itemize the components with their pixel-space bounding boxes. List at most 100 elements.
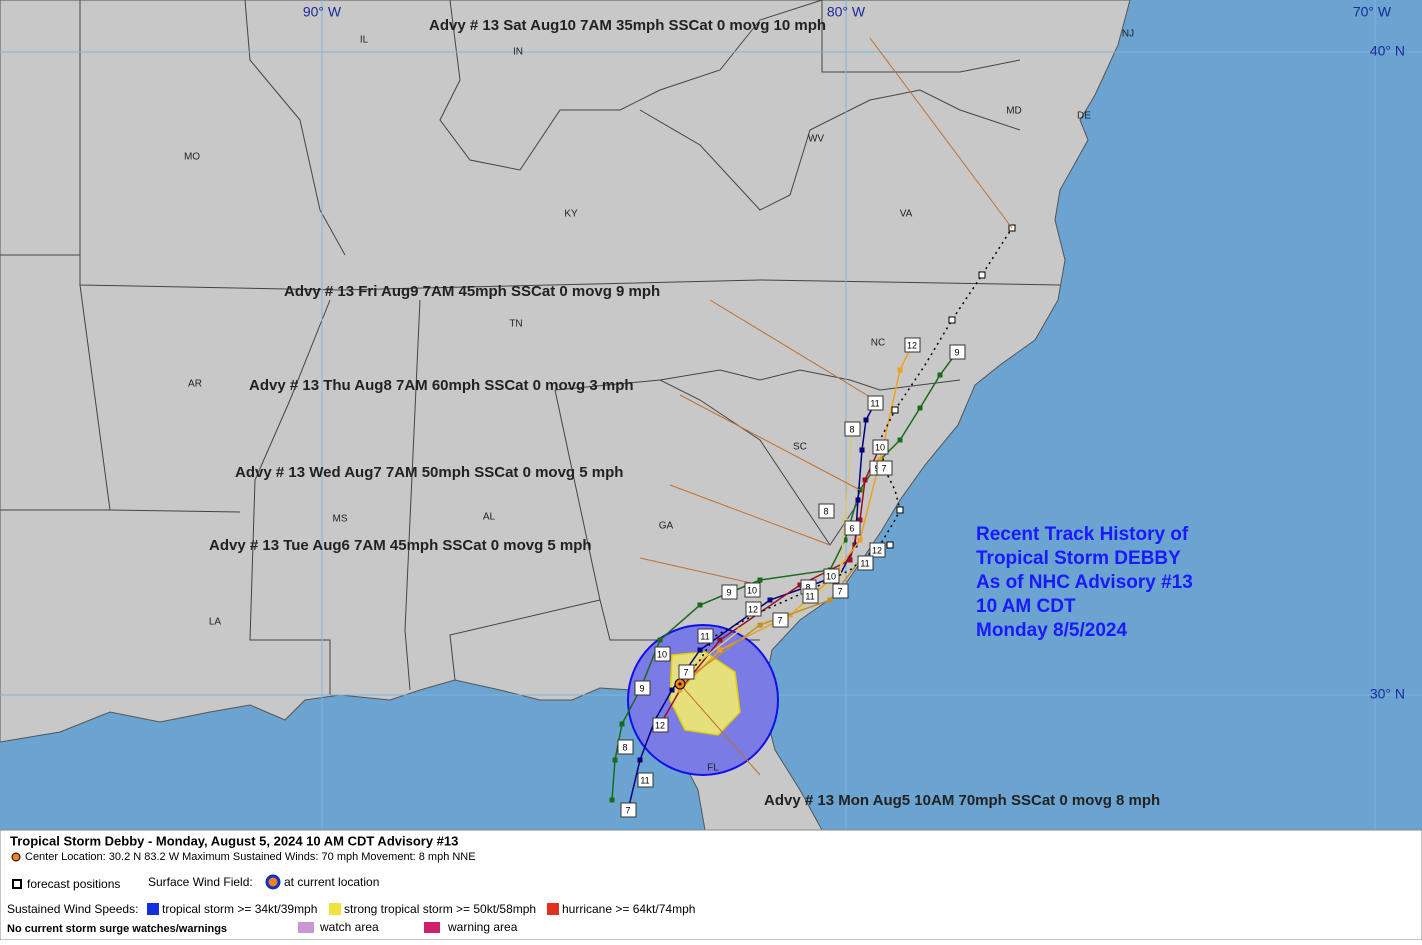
- state-label: IN: [513, 47, 523, 58]
- forecast-position: [948, 316, 956, 324]
- advisory-label: Advy # 13 Mon Aug5 10AM 70mph SSCat 0 mo…: [764, 792, 1160, 809]
- wind-field-icon: [265, 874, 281, 890]
- track-point: [669, 687, 675, 693]
- track-label-box: [744, 582, 761, 598]
- track-point: [619, 721, 625, 727]
- track-label: 12: [655, 720, 665, 730]
- leader-line: [669, 484, 831, 546]
- state-label: LA: [209, 617, 222, 628]
- track-label: 7: [777, 615, 782, 625]
- track-label-box: [823, 568, 840, 584]
- track-label: 12: [872, 545, 882, 555]
- track-point: [855, 497, 861, 503]
- track-label-box: [697, 628, 714, 644]
- track-point: [697, 647, 703, 653]
- track-point: [897, 367, 903, 373]
- lat-label: 40° N: [1370, 43, 1405, 59]
- track-label: 11: [860, 558, 869, 568]
- legend-sts: strong tropical storm >= 50kt/58mph: [344, 902, 536, 916]
- warning-swatch: [424, 922, 440, 933]
- track-point: [857, 517, 863, 523]
- track-point: [797, 582, 803, 588]
- track-point: [737, 627, 743, 633]
- track-label-box: [634, 680, 651, 696]
- legend-watch: watch area: [319, 920, 379, 934]
- state-label: FL: [707, 763, 719, 774]
- track-label: 10: [657, 649, 667, 659]
- lon-label: 90° W: [303, 4, 342, 20]
- track-point: [897, 437, 903, 443]
- track-point: [857, 537, 863, 543]
- state-label: IL: [360, 35, 369, 46]
- track-line: [679, 559, 861, 685]
- track-point: [717, 637, 723, 643]
- state-label: MD: [1006, 106, 1022, 117]
- legend-hu: hurricane >= 64kt/74mph: [562, 902, 695, 916]
- leader-line: [639, 557, 761, 586]
- forecast-position: [891, 406, 899, 414]
- track-point: [877, 457, 883, 463]
- track-label-box: [876, 460, 893, 476]
- watch-swatch: [298, 922, 314, 933]
- track-point: [697, 602, 703, 608]
- advisory-label: Advy # 13 Thu Aug8 7AM 60mph SSCat 0 mov…: [249, 377, 634, 394]
- lon-label: 80° W: [827, 4, 866, 20]
- track-label-box: [949, 344, 966, 360]
- track-label-box: [857, 555, 874, 571]
- state-label: KY: [564, 209, 578, 220]
- advisory-label: Advy # 13 Fri Aug9 7AM 45mph SSCat 0 mov…: [284, 283, 660, 300]
- forecast-position: [978, 271, 986, 279]
- track-line: [679, 344, 913, 691]
- track-point: [847, 557, 853, 563]
- current-center-dot: [678, 682, 682, 686]
- track-label-box: [904, 337, 921, 353]
- land: [0, 0, 1131, 831]
- track-point: [859, 447, 865, 453]
- track-point: [612, 757, 618, 763]
- track-label-box: [872, 439, 889, 455]
- legend-details: Center Location: 30.2 N 83.2 W Maximum S…: [25, 851, 476, 863]
- track-point: [757, 622, 763, 628]
- track-label-box: [869, 542, 886, 558]
- hu-swatch: [547, 903, 559, 915]
- track-label: 7: [881, 463, 886, 473]
- track-label-box: [620, 802, 637, 818]
- state-label: NC: [871, 338, 885, 349]
- track-label-box: [617, 739, 634, 755]
- forecast-position: [886, 541, 894, 549]
- forecast-icon: [12, 879, 22, 889]
- sts-swatch: [329, 903, 341, 915]
- state-label: AL: [483, 512, 496, 523]
- track-label-box: [678, 664, 695, 680]
- track-label: 8: [849, 424, 854, 434]
- history-line: Tropical Storm DEBBY: [976, 548, 1181, 569]
- track-label: 8: [823, 506, 828, 516]
- track-point: [677, 687, 683, 693]
- state-borders: [0, 0, 1061, 695]
- state-label: AR: [188, 379, 202, 390]
- leader-line: [679, 683, 761, 776]
- state-label: MO: [184, 152, 200, 163]
- track-point: [657, 637, 663, 643]
- track-label: 10: [826, 571, 836, 581]
- track-point: [863, 417, 869, 423]
- track-label: 10: [875, 442, 885, 452]
- history-line: 10 AM CDT: [976, 596, 1076, 617]
- state-label: GA: [659, 521, 674, 532]
- advisory-label: Advy # 13 Wed Aug7 7AM 50mph SSCat 0 mov…: [235, 464, 623, 481]
- legend-panel: [0, 829, 1422, 941]
- history-line: Monday 8/5/2024: [976, 620, 1127, 641]
- legend-forecast: forecast positions: [27, 877, 120, 891]
- ts-swatch: [147, 903, 159, 915]
- center-icon: [11, 852, 21, 862]
- legend-warning: warning area: [447, 920, 518, 934]
- track-point: [767, 597, 773, 603]
- advisory-label: Advy # 13 Tue Aug6 7AM 45mph SSCat 0 mov…: [209, 537, 592, 554]
- advisory-label: Advy # 13 Sat Aug10 7AM 35mph SSCat 0 mo…: [429, 17, 826, 34]
- track-point: [917, 405, 923, 411]
- track-point: [852, 542, 858, 548]
- legend-surge: No current storm surge watches/warnings: [7, 923, 227, 935]
- track-label: 6: [849, 523, 854, 533]
- state-label: TN: [509, 319, 522, 330]
